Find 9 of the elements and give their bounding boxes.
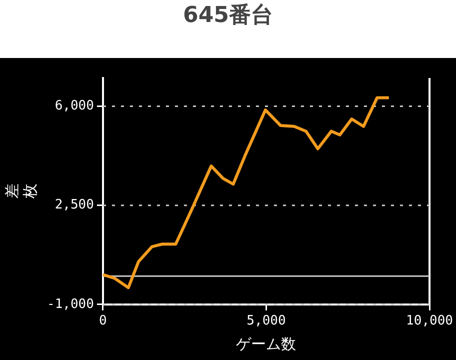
y-tick-label: 6,000 [54,98,94,114]
y-axis-title: 差枚 [2,184,39,200]
y-tick-label: -1,000 [46,296,94,312]
x-tick-label: 5,000 [246,314,286,329]
x-tick-label: 10,000 [406,314,454,329]
chart-title: 645番台 [182,2,274,30]
x-axis-title: ゲーム数 [236,334,296,353]
x-tick-label: 0 [99,314,107,329]
y-tick-label: 2,500 [54,198,94,213]
